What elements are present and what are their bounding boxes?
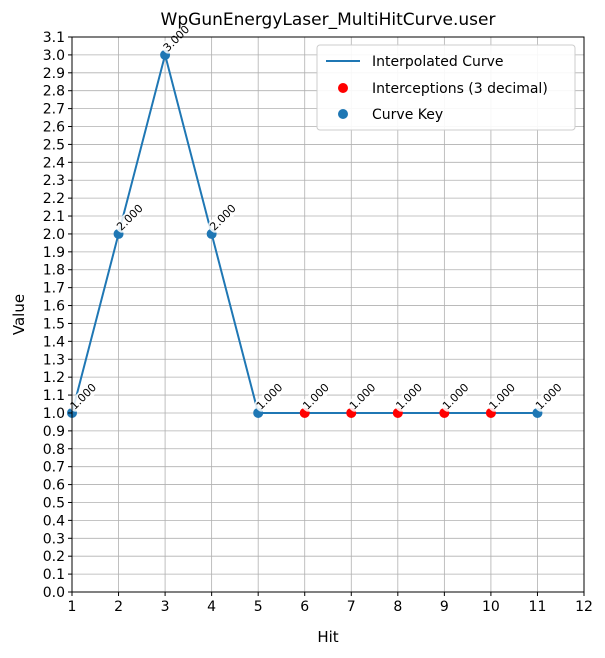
y-axis-label: Value	[10, 294, 28, 335]
y-tick-label: 0.7	[43, 460, 65, 476]
legend: Interpolated Curve Interceptions (3 decim…	[316, 44, 576, 131]
y-tick-label: 2.6	[43, 120, 65, 136]
annotation-box	[487, 384, 515, 412]
y-tick-label: 2.8	[43, 84, 65, 100]
y-tick-label: 0.0	[43, 585, 65, 601]
y-tick-label: 1.3	[43, 352, 65, 368]
x-tick-label: 10	[482, 599, 500, 615]
annotation-box	[161, 25, 190, 54]
x-tick-label: 2	[114, 599, 123, 615]
y-tick-label: 0.5	[43, 495, 65, 511]
legend-swatch-keys	[338, 109, 348, 119]
x-tick-label: 4	[207, 599, 216, 615]
y-tick-label: 2.0	[43, 227, 65, 243]
y-tick-label: 1.4	[43, 334, 65, 350]
plot-frame	[71, 36, 585, 593]
y-tick-label: 1.5	[43, 316, 65, 332]
y-tick-label: 2.5	[43, 137, 65, 153]
x-tick-label: 8	[393, 599, 402, 615]
y-tick-label: 0.6	[43, 478, 65, 494]
x-tick-label: 1	[68, 599, 77, 615]
y-tick-label: 2.2	[43, 191, 65, 207]
annotation-box	[533, 384, 562, 412]
y-tick-label: 1.6	[43, 299, 65, 315]
y-tick-label: 3.0	[43, 48, 65, 64]
x-tick-label: 12	[575, 599, 593, 615]
y-tick-label: 2.7	[43, 102, 65, 118]
x-tick-label: 11	[529, 599, 547, 615]
x-tick-label: 6	[300, 599, 309, 615]
y-tick-label: 1.8	[43, 263, 65, 279]
ticks: 1 2 3 4 5 6 7 8 9 10 11 120.00.10.20.30.40.50.60.70…	[43, 30, 593, 615]
x-tick-label: 9	[440, 599, 449, 615]
y-tick-label: 2.1	[43, 209, 65, 225]
annotation-box	[68, 384, 96, 412]
annotation-box	[394, 384, 422, 412]
legend-label: Curve Key	[372, 107, 443, 123]
y-tick-label: 0.3	[43, 531, 65, 547]
y-tick-label: 0.9	[43, 424, 65, 440]
legend-box	[316, 44, 576, 131]
y-tick-label: 0.8	[43, 442, 65, 458]
y-tick-label: 2.4	[43, 155, 65, 171]
legend-swatch-interceptions	[338, 83, 348, 93]
x-tick-label: 5	[254, 599, 263, 615]
y-tick-label: 0.1	[43, 567, 65, 583]
y-tick-label: 1.1	[43, 388, 65, 404]
x-axis-label: Hit	[317, 628, 338, 646]
y-tick-label: 1.7	[43, 281, 65, 297]
annotation-box	[114, 205, 143, 233]
y-tick-label: 1.0	[43, 406, 65, 422]
annotation-box	[254, 384, 283, 412]
x-tick-label: 3	[161, 599, 170, 615]
annotation-box	[301, 384, 329, 412]
chart-title: WpGunEnergyLaser_MultiHitCurve.user	[161, 10, 496, 30]
legend-label: Interpolated Curve	[372, 54, 504, 70]
annotation-box	[207, 205, 236, 233]
y-tick-label: 0.4	[43, 513, 65, 529]
y-tick-label: 2.9	[43, 66, 65, 82]
annotation-box	[347, 384, 376, 412]
legend-label: Interceptions (3 decimal)	[372, 81, 548, 97]
annotation-box	[440, 384, 469, 412]
y-tick-label: 3.1	[43, 30, 65, 46]
x-tick-label: 7	[347, 599, 356, 615]
y-tick-label: 1.9	[43, 245, 65, 261]
y-tick-label: 0.2	[43, 549, 65, 565]
y-tick-label: 1.2	[43, 370, 65, 386]
y-tick-label: 2.3	[43, 173, 65, 189]
